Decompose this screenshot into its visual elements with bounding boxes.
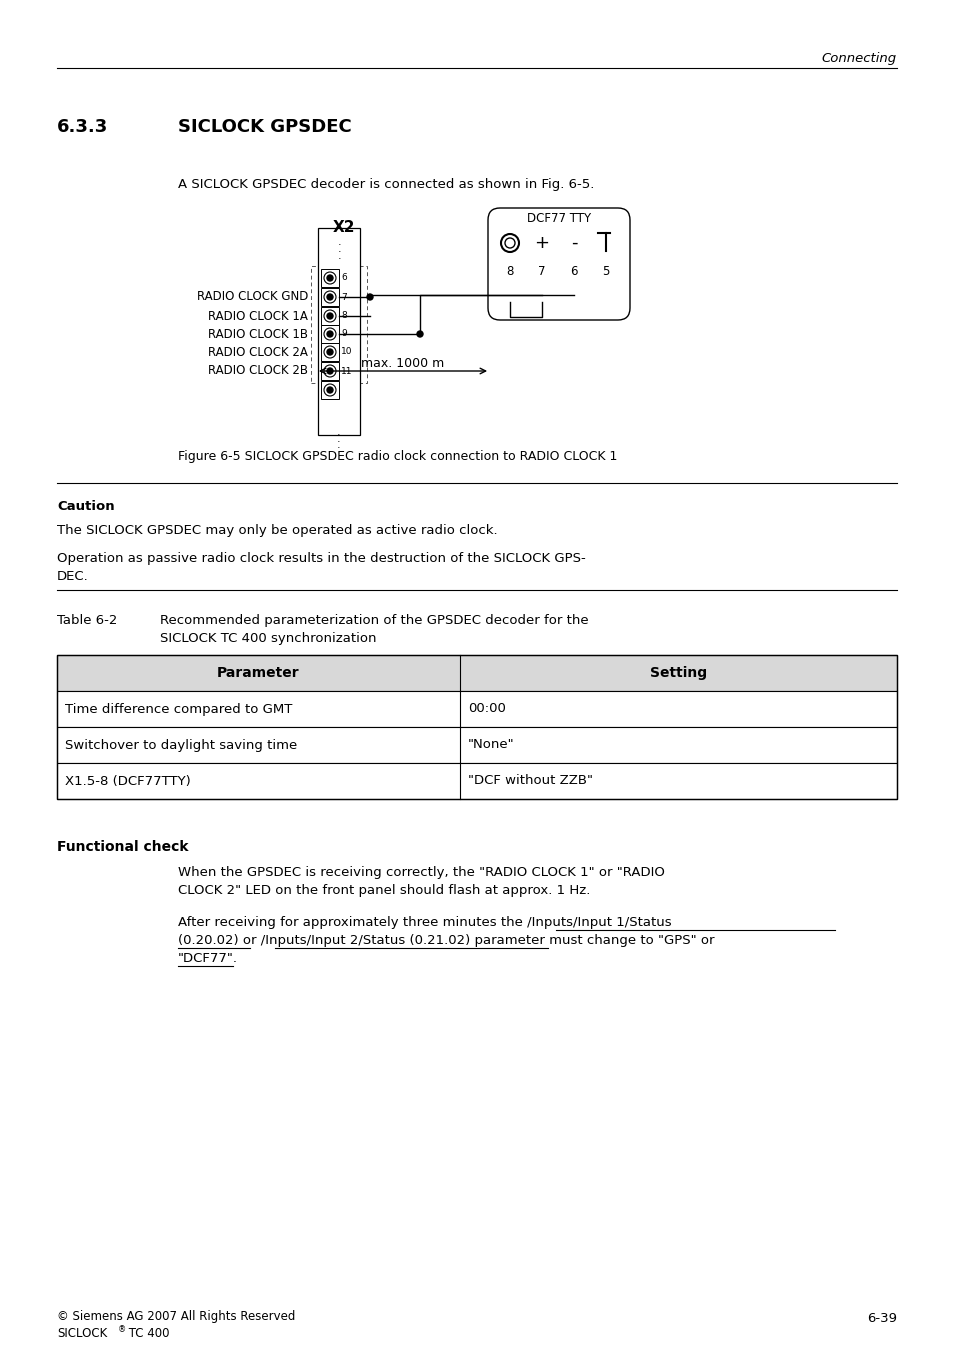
Text: ®: ® — [118, 1324, 126, 1334]
Text: DCF77 TTY: DCF77 TTY — [526, 212, 591, 225]
Text: © Siemens AG 2007 All Rights Reserved: © Siemens AG 2007 All Rights Reserved — [57, 1310, 295, 1323]
Text: .: . — [336, 427, 340, 437]
Text: SICLOCK TC 400 synchronization: SICLOCK TC 400 synchronization — [160, 632, 376, 645]
Text: DEC.: DEC. — [57, 570, 89, 583]
Bar — [320, 269, 338, 288]
Text: -: - — [570, 234, 577, 252]
Text: SICLOCK GPSDEC: SICLOCK GPSDEC — [178, 117, 352, 136]
Text: 8: 8 — [506, 265, 513, 278]
FancyBboxPatch shape — [488, 208, 629, 320]
Circle shape — [327, 313, 333, 319]
Circle shape — [416, 331, 422, 338]
Text: .: . — [337, 251, 341, 261]
Text: 11: 11 — [340, 366, 352, 375]
Bar — [57, 691, 896, 728]
Text: .: . — [336, 440, 340, 450]
Circle shape — [327, 350, 333, 355]
Text: TC 400: TC 400 — [125, 1327, 170, 1341]
Text: 00:00: 00:00 — [468, 702, 505, 716]
Text: Table 6-2: Table 6-2 — [57, 614, 117, 626]
Text: RADIO CLOCK 1A: RADIO CLOCK 1A — [208, 309, 308, 323]
Text: Switchover to daylight saving time: Switchover to daylight saving time — [65, 738, 297, 752]
Circle shape — [327, 387, 333, 393]
Text: Operation as passive radio clock results in the destruction of the SICLOCK GPS-: Operation as passive radio clock results… — [57, 552, 585, 566]
Bar — [320, 362, 338, 379]
Text: .: . — [337, 238, 341, 247]
Text: +: + — [534, 234, 549, 252]
Bar — [57, 655, 896, 691]
Text: "DCF77".: "DCF77". — [178, 952, 237, 965]
Text: RADIO CLOCK 2A: RADIO CLOCK 2A — [208, 346, 308, 359]
Text: Caution: Caution — [57, 500, 114, 513]
Text: CLOCK 2" LED on the front panel should flash at approx. 1 Hz.: CLOCK 2" LED on the front panel should f… — [178, 884, 590, 896]
Text: Recommended parameterization of the GPSDEC decoder for the: Recommended parameterization of the GPSD… — [160, 614, 588, 626]
Text: Setting: Setting — [649, 666, 706, 680]
Circle shape — [598, 288, 613, 302]
Text: The SICLOCK GPSDEC may only be operated as active radio clock.: The SICLOCK GPSDEC may only be operated … — [57, 524, 497, 537]
Text: Parameter: Parameter — [217, 666, 299, 680]
Text: After receiving for approximately three minutes the /Inputs/Input 1/Status: After receiving for approximately three … — [178, 917, 671, 929]
Text: 8: 8 — [340, 312, 346, 320]
Text: 6.3.3: 6.3.3 — [57, 117, 108, 136]
Text: Connecting: Connecting — [821, 53, 896, 65]
Bar — [317, 228, 359, 435]
Text: 7: 7 — [340, 293, 346, 301]
Text: 5: 5 — [601, 265, 609, 278]
Text: X1.5-8 (DCF77TTY): X1.5-8 (DCF77TTY) — [65, 775, 191, 787]
Circle shape — [367, 294, 373, 300]
Circle shape — [327, 294, 333, 300]
Text: X2: X2 — [333, 220, 355, 235]
Text: .: . — [336, 433, 340, 444]
Bar — [57, 763, 896, 799]
Bar — [320, 343, 338, 360]
Text: Figure 6-5 SICLOCK GPSDEC radio clock connection to RADIO CLOCK 1: Figure 6-5 SICLOCK GPSDEC radio clock co… — [178, 450, 617, 463]
Circle shape — [327, 369, 333, 374]
Text: When the GPSDEC is receiving correctly, the "RADIO CLOCK 1" or "RADIO: When the GPSDEC is receiving correctly, … — [178, 865, 664, 879]
Circle shape — [327, 331, 333, 338]
Text: .: . — [337, 244, 341, 254]
Text: max. 1000 m: max. 1000 m — [361, 356, 444, 370]
Bar — [320, 288, 338, 306]
Bar — [320, 325, 338, 343]
Text: "None": "None" — [468, 738, 514, 752]
Bar — [320, 306, 338, 325]
Bar — [57, 655, 896, 799]
Text: 9: 9 — [340, 329, 346, 339]
Text: Functional check: Functional check — [57, 840, 189, 855]
Text: 6-39: 6-39 — [866, 1311, 896, 1324]
Bar — [311, 266, 367, 383]
Text: 7: 7 — [537, 265, 545, 278]
Text: Time difference compared to GMT: Time difference compared to GMT — [65, 702, 292, 716]
Bar — [57, 728, 896, 763]
Circle shape — [502, 288, 517, 302]
Text: RADIO CLOCK 2B: RADIO CLOCK 2B — [208, 364, 308, 378]
Text: SICLOCK: SICLOCK — [57, 1327, 107, 1341]
Text: 6: 6 — [570, 265, 578, 278]
Text: (0.20.02) or /Inputs/Input 2/Status (0.21.02) parameter must change to "GPS" or: (0.20.02) or /Inputs/Input 2/Status (0.2… — [178, 934, 714, 946]
Bar — [320, 381, 338, 400]
Text: "DCF without ZZB": "DCF without ZZB" — [468, 775, 593, 787]
Text: RADIO CLOCK 1B: RADIO CLOCK 1B — [208, 328, 308, 340]
Text: 10: 10 — [340, 347, 352, 356]
Text: 6: 6 — [340, 274, 346, 282]
Text: A SICLOCK GPSDEC decoder is connected as shown in Fig. 6-5.: A SICLOCK GPSDEC decoder is connected as… — [178, 178, 594, 190]
Circle shape — [327, 275, 333, 281]
Text: RADIO CLOCK GND: RADIO CLOCK GND — [196, 290, 308, 304]
Circle shape — [566, 288, 580, 302]
Circle shape — [535, 288, 548, 302]
